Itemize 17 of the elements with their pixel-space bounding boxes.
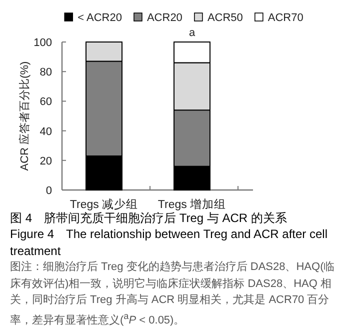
- x-tick-label: Tregs 增加组: [158, 198, 226, 211]
- y-axis-title: ACR 应答者百分比(%): [18, 61, 31, 171]
- legend-label: ACR50: [207, 12, 243, 24]
- text: Figure 4 The relationship between Treg and ACR after cell treatment: [10, 226, 329, 260]
- x-tick-label: Tregs 减少组: [70, 198, 138, 211]
- text: 图 4 脐带间充质干细胞治疗后 Treg 与 ACR 的关系: [10, 210, 288, 226]
- text: 图注：细胞治疗后 Treg 变化的趋势与患者治疗后 DAS28、HAQ(临床有效评估)相一致，说明它与临床症状缓解指标 DAS28、HAQ 相关，同时治疗后 Treg 升高与 ACR 明显相关，尤其是 ACR70 百分率，差异有显著性意义($^{a}$P < 0.05)。: [10, 260, 336, 330]
- legend-label: ACR70: [268, 12, 304, 24]
- y-tick-label: 60: [40, 96, 52, 108]
- y-tick-label: 100: [34, 37, 52, 49]
- y-tick-label: 40: [40, 126, 52, 138]
- y-tick-label: 20: [40, 155, 52, 168]
- y-tick-label: 0: [46, 185, 52, 197]
- annotation: a: [188, 27, 196, 39]
- y-tick-label: 80: [40, 66, 52, 79]
- legend-label: ACR20: [146, 12, 182, 24]
- legend-label: < ACR20: [78, 12, 122, 24]
